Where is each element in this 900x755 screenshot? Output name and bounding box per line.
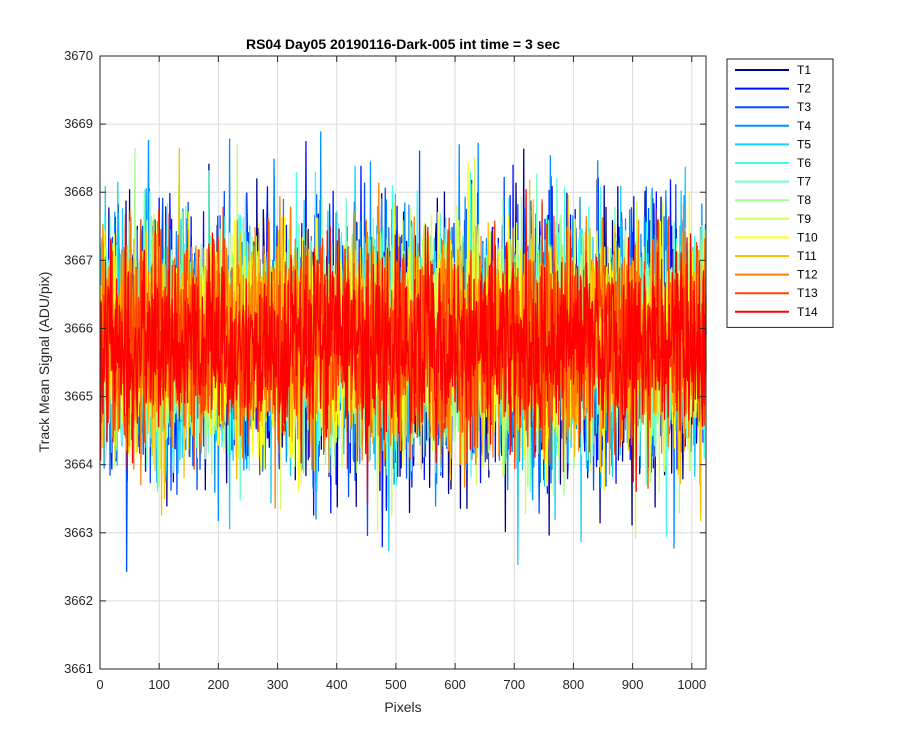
x-tick-label: 900 [622,677,644,692]
series-line-t13 [99,199,707,489]
legend-box [726,58,834,328]
y-axis-label: Track Mean Signal (ADU/pix) [36,272,52,453]
y-tick-label: 3667 [64,252,93,267]
x-tick-label: 300 [267,677,289,692]
y-tick-label: 3662 [64,593,93,608]
legend-entry-label: T10 [797,230,818,244]
legend-entry-label: T4 [797,119,811,133]
x-tick-label: 200 [208,677,230,692]
y-tick-label: 3670 [64,48,93,63]
legend-entry-label: T5 [797,137,811,151]
series-lines [99,131,707,573]
x-tick-label: 700 [503,677,525,692]
legend-entry-label: T9 [797,212,811,226]
legend-entry-label: T2 [797,82,811,96]
chart-title: RS04 Day05 20190116-Dark-005 int time = … [246,36,560,52]
y-tick-label: 3664 [64,457,93,472]
x-tick-label: 100 [148,677,170,692]
legend-entry-label: T11 [797,249,817,263]
x-tick-label: 400 [326,677,348,692]
x-tick-label: 500 [385,677,407,692]
x-tick-label: 0 [96,677,103,692]
x-tick-label: 600 [444,677,466,692]
y-tick-label: 3661 [64,661,93,676]
legend-entry-label: T3 [797,100,811,114]
y-tick-label: 3669 [64,116,93,131]
x-tick-label: 1000 [677,677,706,692]
legend-entry-label: T6 [797,156,811,170]
y-tick-label: 3666 [64,320,93,335]
x-axis-label: Pixels [384,699,421,715]
legend-entry-label: T13 [797,286,818,300]
legend-entry-label: T7 [797,175,811,189]
legend-entry-label: T1 [797,63,811,77]
series-line-t14 [99,188,707,505]
axis-ticks: 0 100 200 300 400 500 600 700 800 900 1000 3661 3662… [64,48,706,692]
y-tick-label: 3668 [64,184,93,199]
legend-entry-label: T8 [797,193,811,207]
y-tick-label: 3665 [64,389,93,404]
x-tick-label: 800 [563,677,585,692]
legend: T1 T2 T3 T4 T5 T6 T7 T8 T9 T10 T11 T12 T13 T14 [726,58,834,328]
legend-entry-label: T14 [797,305,818,319]
plot-area-border [99,55,707,670]
legend-entry-label: T12 [797,268,818,282]
y-tick-label: 3663 [64,525,93,540]
